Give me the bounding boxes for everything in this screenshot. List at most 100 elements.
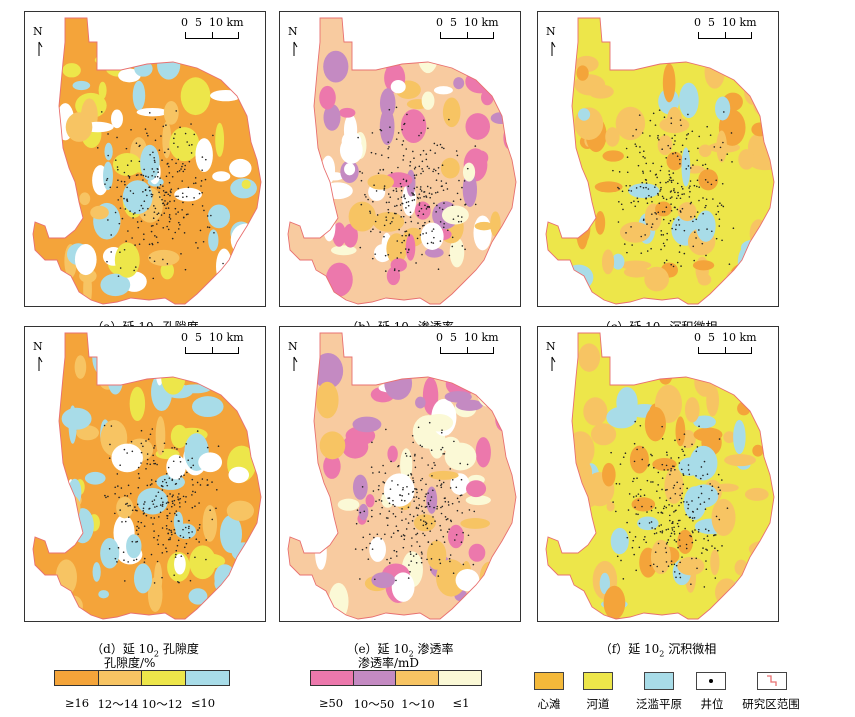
map-patch	[655, 201, 672, 217]
well-point	[676, 182, 679, 185]
well-point	[713, 146, 716, 148]
well-point	[104, 183, 106, 185]
well-point	[675, 576, 677, 579]
well-point	[418, 165, 421, 168]
well-point	[152, 459, 155, 462]
well-point	[695, 237, 697, 239]
well-point	[409, 211, 412, 214]
well-point	[672, 218, 675, 220]
well-point	[663, 211, 666, 213]
well-point	[405, 148, 408, 150]
well-point	[639, 424, 642, 427]
map-patch	[466, 480, 487, 498]
well-point	[615, 510, 617, 513]
porosity-swatch-3	[142, 671, 186, 685]
map-patch	[148, 249, 180, 266]
well-point	[196, 481, 199, 484]
well-point	[451, 502, 454, 505]
well-point	[395, 555, 398, 557]
well-point	[380, 154, 383, 156]
map-patch	[583, 397, 608, 426]
well-point	[657, 192, 659, 195]
well-point	[634, 536, 637, 538]
well-point	[188, 144, 191, 147]
well-point	[684, 158, 687, 160]
well-point	[618, 187, 620, 190]
map-c	[545, 17, 775, 305]
well-point	[192, 484, 194, 486]
well-point	[140, 462, 142, 464]
well-point	[385, 517, 388, 519]
well-point	[157, 535, 160, 537]
map-patch	[212, 171, 231, 182]
well-point	[709, 134, 712, 136]
well-point	[445, 182, 447, 184]
well-point	[633, 442, 636, 445]
well-point	[423, 195, 425, 198]
map-patch	[323, 50, 349, 83]
well-point	[704, 178, 707, 181]
well-point	[705, 204, 707, 207]
well-point	[670, 532, 673, 535]
well-point	[170, 529, 172, 532]
well-point	[452, 218, 455, 220]
well-point	[156, 505, 158, 508]
well-point	[181, 209, 183, 211]
well-point	[661, 530, 664, 532]
map-patch	[195, 138, 213, 173]
well-point	[161, 505, 164, 507]
well-point	[397, 198, 399, 200]
well-point	[168, 165, 170, 168]
map-patch	[610, 527, 629, 555]
well-point	[150, 517, 152, 519]
well-point	[415, 496, 418, 498]
well-point	[622, 208, 624, 211]
well-point	[168, 181, 171, 184]
well-point	[173, 504, 176, 506]
well-point	[145, 175, 147, 178]
well-point	[152, 523, 154, 525]
well-point	[678, 438, 681, 441]
well-point	[125, 503, 127, 505]
well-point	[711, 489, 713, 492]
well-point	[182, 201, 184, 204]
well-point	[123, 171, 126, 174]
well-point	[732, 227, 735, 229]
well-point	[407, 577, 410, 579]
well-point	[646, 479, 649, 482]
well-point	[674, 439, 676, 442]
well-point	[650, 247, 652, 250]
well-point	[439, 221, 442, 223]
well-point	[681, 492, 684, 495]
well-point	[669, 473, 671, 476]
well-point	[621, 190, 624, 193]
well-point	[645, 182, 648, 184]
well-point	[199, 229, 202, 232]
well-point	[157, 212, 160, 215]
well-point	[416, 541, 418, 543]
well-point	[660, 524, 663, 526]
well-point	[713, 534, 716, 536]
well-point	[143, 233, 145, 235]
scale-bar-tick	[467, 347, 468, 353]
well-point	[137, 520, 140, 523]
well-point	[718, 518, 721, 521]
well-point	[410, 220, 413, 223]
well-point	[673, 206, 676, 209]
well-point	[398, 228, 400, 231]
well-point	[162, 125, 165, 128]
well-point	[643, 538, 645, 541]
well-point	[126, 502, 128, 505]
map-patch	[602, 462, 616, 487]
well-point	[667, 565, 670, 567]
map-patch	[59, 179, 76, 196]
well-point	[178, 221, 180, 224]
well-point	[436, 144, 439, 147]
well-point	[412, 515, 415, 518]
well-point	[375, 500, 377, 503]
well-point	[407, 185, 410, 188]
well-point	[190, 466, 192, 469]
well-point	[650, 521, 653, 523]
well-point	[129, 190, 132, 192]
map-patch	[68, 405, 77, 444]
